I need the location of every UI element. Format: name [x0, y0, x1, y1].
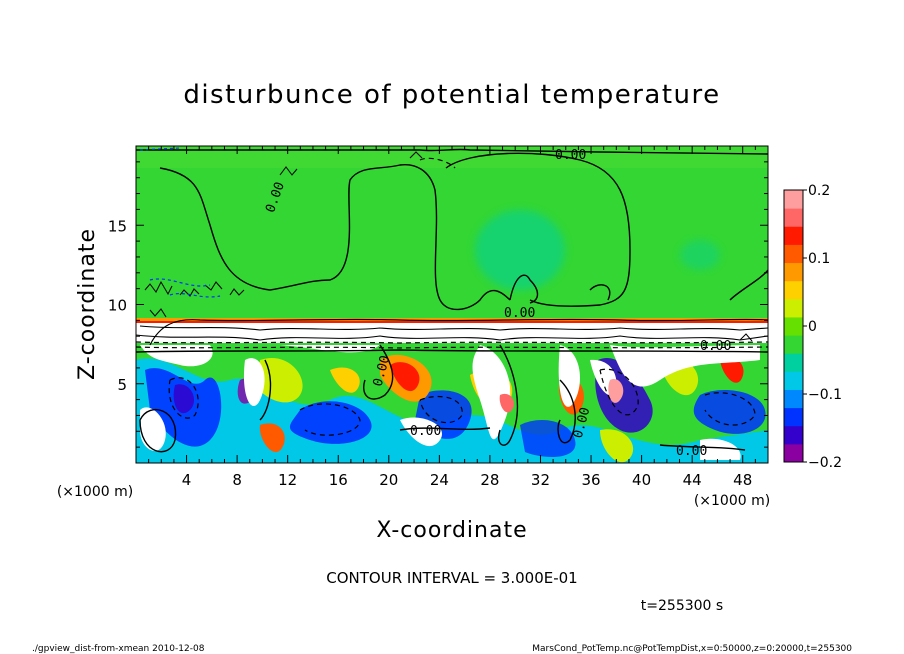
- noise-marks-blue: [139, 147, 221, 298]
- contour-interval-caption: CONTOUR INTERVAL = 3.000E-01: [326, 569, 577, 587]
- x-tick-label: 4: [182, 471, 192, 489]
- x-axis-unit: (×1000 m): [694, 493, 770, 509]
- x-tick-label: 24: [430, 471, 449, 489]
- x-tick-label: 48: [733, 471, 752, 489]
- x-tick-label: 12: [278, 471, 297, 489]
- colorbar-segment: [784, 190, 803, 209]
- contour-label: 0.00: [676, 444, 707, 459]
- contour-label: 0.00: [555, 148, 586, 163]
- colorbar-segment: [784, 208, 803, 227]
- inversion-band-white: [136, 323, 768, 343]
- colorbar-segment: [784, 298, 803, 318]
- colorbar-segment: [784, 316, 803, 336]
- upper-cool-patch: [475, 210, 565, 290]
- colorbar-segment: [784, 244, 803, 264]
- inversion-band: [136, 318, 768, 321]
- contour-lines: [136, 148, 768, 453]
- y-tick-label: 10: [108, 297, 127, 315]
- colorbar-tick-label: 0.1: [808, 251, 830, 267]
- colorbar-segment: [784, 371, 803, 390]
- x-tick-label: 16: [329, 471, 348, 489]
- colorbar-segment: [784, 262, 803, 282]
- colorbar-segment: [784, 335, 803, 354]
- x-tick-label: 20: [379, 471, 398, 489]
- inversion-band: [136, 321, 768, 323]
- chart-title: disturbunce of potential temperature: [183, 80, 720, 110]
- time-label: t=255300 s: [641, 598, 723, 614]
- colorbar-segment: [784, 443, 803, 463]
- y-tick-label: 15: [108, 217, 127, 235]
- x-tick-label: 28: [480, 471, 499, 489]
- x-tick-label: 40: [632, 471, 651, 489]
- x-axis-title: X-coordinate: [376, 518, 527, 543]
- x-tick-label: 32: [531, 471, 550, 489]
- contour-lines-negative: [136, 157, 768, 436]
- footer-left: ./gpview_dist-from-xmean 2010-12-08: [32, 644, 205, 654]
- colorbar-tick-label: −0.2: [808, 455, 842, 471]
- y-axis: 5 10 15: [108, 145, 768, 464]
- colorbar-labels: 0.2 0.1 0 −0.1 −0.2: [803, 183, 842, 471]
- colorbar-segment: [784, 425, 803, 445]
- x-axis: 4 8 12 16 20 24 28 32 36 40 44 48: [135, 146, 769, 489]
- upper-field: [136, 146, 768, 324]
- colorbar: [784, 190, 803, 463]
- y-tick-label: 5: [117, 376, 127, 394]
- contour-label: 0.00: [700, 339, 731, 354]
- colorbar-tick-label: −0.1: [808, 387, 842, 403]
- noise-marks: [144, 151, 753, 342]
- lower-turbulence: [136, 345, 768, 463]
- footer-right: MarsCond_PotTemp.nc@PotTempDist,x=0:5000…: [532, 644, 852, 654]
- colorbar-segment: [784, 226, 803, 245]
- x-tick-label: 8: [232, 471, 242, 489]
- colorbar-segment: [784, 353, 803, 372]
- colorbar-tick-label: 0.2: [808, 183, 830, 199]
- y-axis-title: Z-coordinate: [75, 228, 100, 380]
- upper-cool-patch: [680, 240, 720, 270]
- y-axis-unit: (×1000 m): [57, 484, 133, 500]
- colorbar-segment: [784, 389, 803, 409]
- contour-label: 0.00: [410, 424, 441, 439]
- contour-label: 0.00: [504, 306, 535, 321]
- x-tick-label: 36: [581, 471, 600, 489]
- x-tick-label: 44: [683, 471, 702, 489]
- colorbar-segment: [784, 280, 803, 300]
- colorbar-segment: [784, 407, 803, 427]
- plot-area: [136, 146, 768, 463]
- colorbar-tick-label: 0: [808, 319, 817, 335]
